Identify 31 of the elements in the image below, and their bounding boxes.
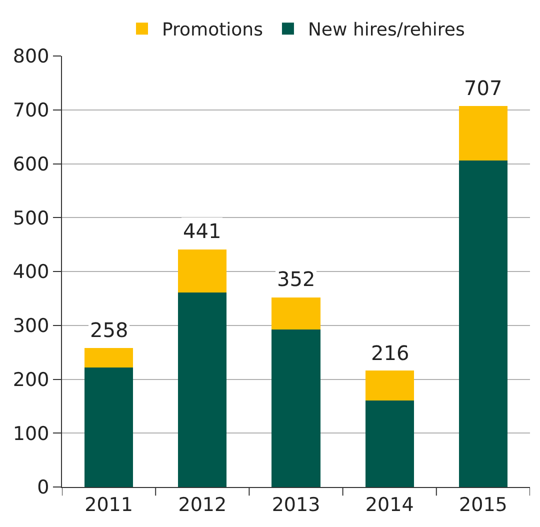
y-tick-label: 700 bbox=[12, 100, 50, 122]
bar bbox=[272, 330, 320, 487]
y-tick-label: 200 bbox=[12, 368, 50, 391]
total-label: 441 bbox=[183, 219, 222, 243]
x-tick-label: 2015 bbox=[459, 494, 508, 516]
total-label: 352 bbox=[277, 267, 316, 291]
x-tick-label: 2012 bbox=[178, 494, 227, 516]
bar bbox=[84, 348, 134, 368]
total-label: 216 bbox=[371, 341, 410, 365]
total-label: 258 bbox=[90, 318, 128, 342]
legend-label: New hires/rehires bbox=[308, 20, 465, 41]
bar bbox=[365, 400, 414, 487]
y-tick-label: 400 bbox=[12, 261, 50, 284]
y-tick-label: 0 bbox=[37, 476, 50, 499]
y-tick-label: 800 bbox=[12, 46, 50, 68]
x-tick-label: 2011 bbox=[84, 494, 133, 516]
bar bbox=[272, 297, 320, 330]
bar bbox=[458, 160, 508, 487]
bar bbox=[84, 367, 134, 487]
y-tick-label: 500 bbox=[12, 207, 50, 230]
y-tick-label: 600 bbox=[12, 153, 50, 176]
x-tick-label: 2014 bbox=[365, 494, 414, 516]
bar bbox=[458, 106, 508, 161]
bar bbox=[178, 292, 227, 487]
legend-label: Promotions bbox=[162, 20, 263, 41]
bar bbox=[178, 249, 227, 293]
total-label: 707 bbox=[464, 76, 502, 100]
bar bbox=[365, 370, 414, 400]
y-tick-label: 300 bbox=[12, 315, 50, 338]
y-tick-label: 100 bbox=[12, 422, 50, 445]
x-tick-label: 2013 bbox=[272, 494, 320, 516]
